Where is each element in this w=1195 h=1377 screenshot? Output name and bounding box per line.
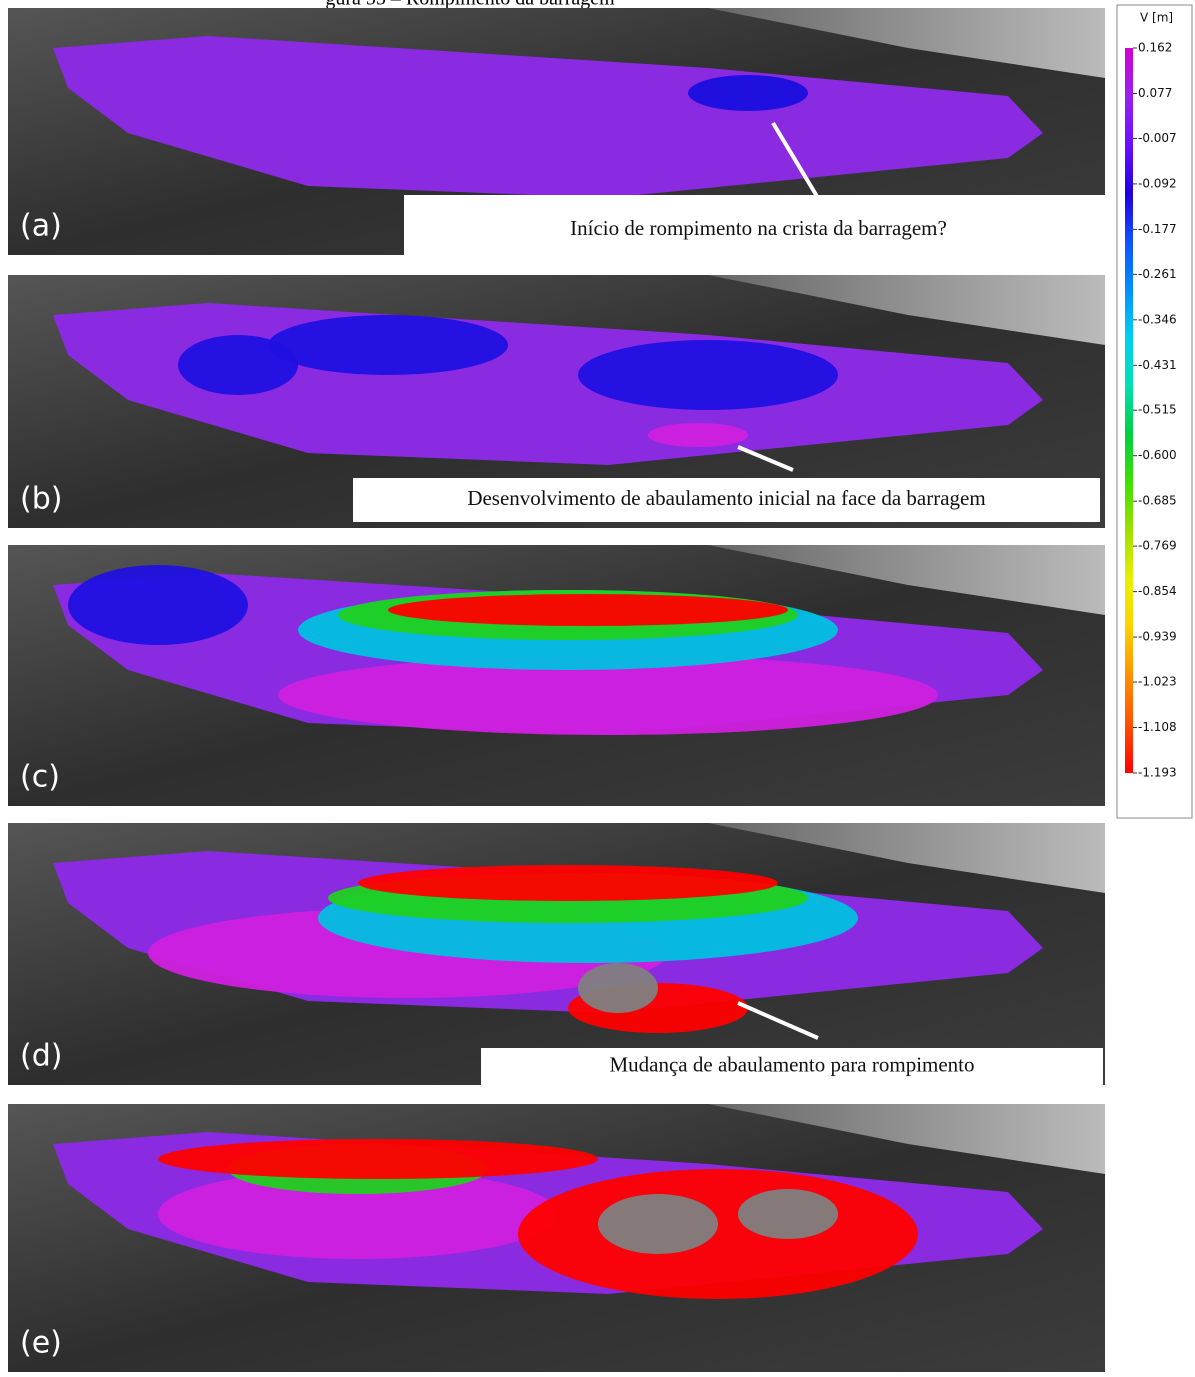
panel: (b) Desenvolvimento de abaulamento inicia… bbox=[8, 275, 1105, 528]
overlay-blob bbox=[598, 1194, 718, 1254]
colorbar-tick-label: -0.685 bbox=[1138, 494, 1177, 508]
annotation: Início de rompimento na crista da barrag… bbox=[570, 216, 947, 240]
colorbar-tick-label: 0.077 bbox=[1138, 86, 1172, 100]
colorbar-tick-label: -0.261 bbox=[1138, 267, 1177, 281]
overlay-blob bbox=[388, 594, 788, 626]
colorbar-tick-label: -1.023 bbox=[1138, 675, 1177, 689]
overlay-blob bbox=[738, 1189, 838, 1239]
overlay-blob bbox=[178, 335, 298, 395]
overlay-blob bbox=[578, 340, 838, 410]
colorbar-tick-label: -0.177 bbox=[1138, 222, 1177, 236]
overlay-blob bbox=[518, 1169, 918, 1299]
annotation: Mudança de abaulamento para rompimento bbox=[609, 1052, 974, 1076]
panels: (a) Início de rompimento na crista da bar… bbox=[8, 8, 1113, 1372]
overlay-blob bbox=[358, 865, 778, 901]
overlay-blob bbox=[158, 1139, 598, 1179]
panel-label: (e) bbox=[20, 1326, 62, 1361]
colorbar-tick-label: -0.854 bbox=[1138, 584, 1177, 598]
colorbar-tick-label: -0.515 bbox=[1138, 403, 1177, 417]
colorbar-tick-label: -0.600 bbox=[1138, 448, 1177, 462]
panel: (a) Início de rompimento na crista da bar… bbox=[8, 8, 1113, 255]
colorbar bbox=[1125, 48, 1133, 773]
panel-label: (a) bbox=[20, 209, 62, 244]
colorbar-tick-label: -0.092 bbox=[1138, 176, 1177, 190]
colorbar-title: V [m] bbox=[1140, 11, 1173, 25]
colorbar-tick-label: -0.346 bbox=[1138, 312, 1177, 326]
overlay-blob bbox=[688, 75, 808, 111]
overlay-blob bbox=[68, 565, 248, 645]
colorbar-tick-label: 0.162 bbox=[1138, 41, 1172, 55]
panel: (e) bbox=[8, 1104, 1105, 1372]
colorbar-tick-label: -0.939 bbox=[1138, 630, 1177, 644]
colorbar-tick-label: -1.193 bbox=[1138, 766, 1177, 780]
annotation: Desenvolvimento de abaulamento inicial n… bbox=[467, 486, 985, 510]
colorbar-tick-label: -1.108 bbox=[1138, 720, 1177, 734]
page: {"caption": "gura 55 – Rompimento da bar… bbox=[0, 0, 1195, 1372]
panel-label: (b) bbox=[20, 482, 62, 517]
panel: (d) Mudança de abaulamento para rompiment… bbox=[8, 823, 1105, 1085]
overlay-blob bbox=[578, 963, 658, 1013]
panel-label: (d) bbox=[20, 1039, 62, 1074]
overlay-blob bbox=[648, 423, 748, 447]
colorbar-tick-label: -0.769 bbox=[1138, 539, 1177, 553]
panel-label: (c) bbox=[20, 760, 60, 795]
colorbar-tick-label: -0.007 bbox=[1138, 131, 1177, 145]
figure: gura 55 – Rompimento da barragem (a)Iníc… bbox=[0, 0, 1195, 1372]
colorbar-tick-label: -0.431 bbox=[1138, 358, 1177, 372]
panel: (c) bbox=[8, 545, 1105, 806]
overlay-blob bbox=[268, 315, 508, 375]
